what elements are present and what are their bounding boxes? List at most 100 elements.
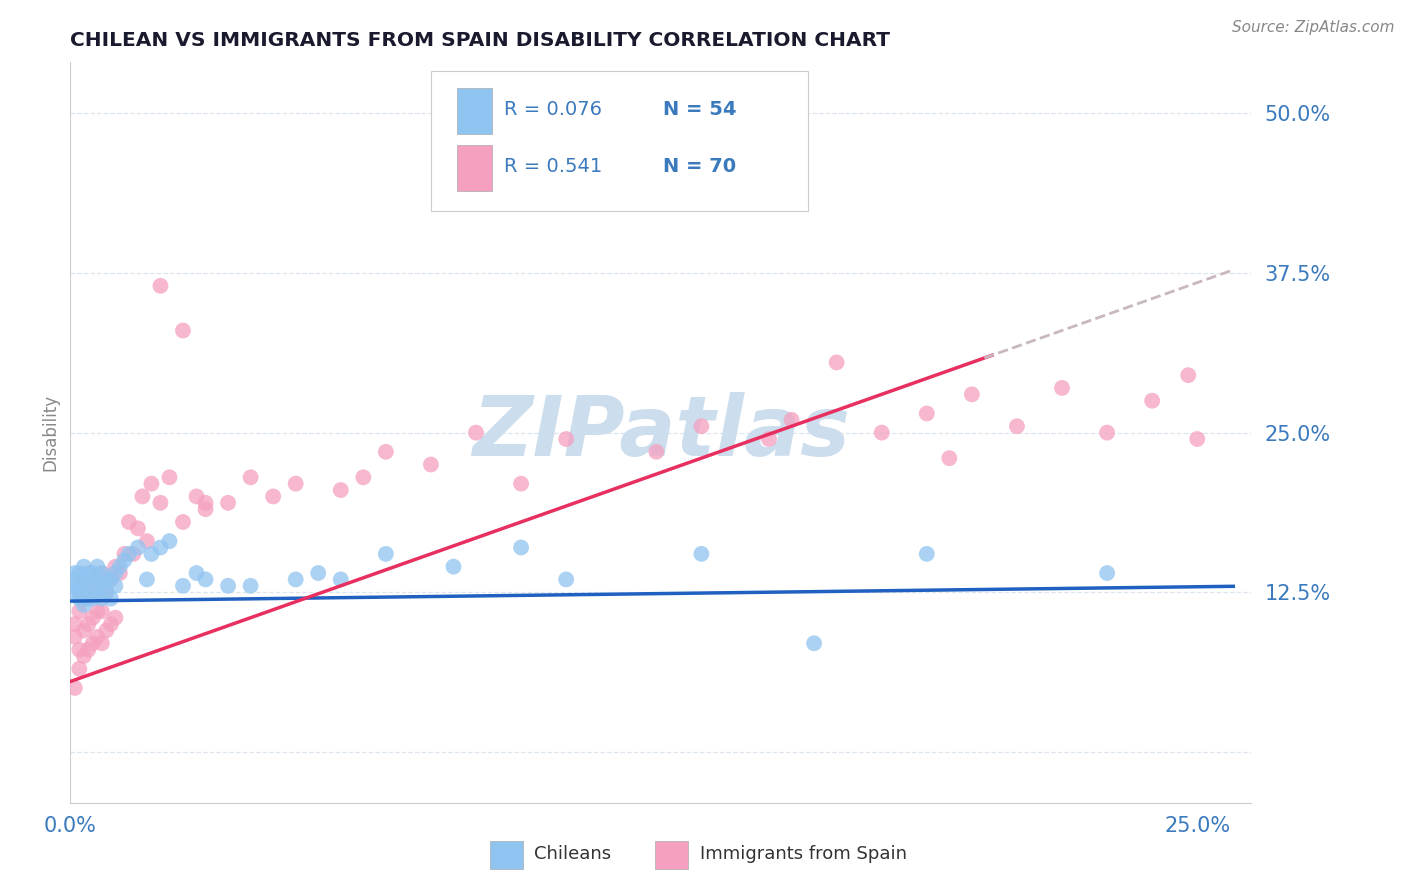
Text: Chileans: Chileans	[534, 845, 612, 863]
Point	[67, 591, 90, 606]
Point	[63, 566, 86, 580]
Point	[127, 521, 149, 535]
Point	[262, 490, 284, 504]
Point	[690, 547, 713, 561]
Point	[86, 585, 108, 599]
Point	[73, 585, 96, 599]
Point	[100, 591, 122, 606]
Point	[870, 425, 893, 440]
Point	[127, 541, 149, 555]
Point	[96, 585, 118, 599]
Point	[172, 515, 194, 529]
Point	[108, 566, 131, 580]
Point	[141, 476, 163, 491]
Point	[149, 278, 172, 293]
Text: R = 0.076: R = 0.076	[503, 100, 602, 119]
Point	[217, 579, 239, 593]
Point	[63, 573, 86, 587]
Point	[307, 566, 329, 580]
Point	[77, 642, 100, 657]
Point	[100, 573, 122, 587]
Point	[217, 496, 239, 510]
Point	[141, 547, 163, 561]
Text: CHILEAN VS IMMIGRANTS FROM SPAIN DISABILITY CORRELATION CHART: CHILEAN VS IMMIGRANTS FROM SPAIN DISABIL…	[70, 30, 890, 50]
Point	[63, 630, 86, 644]
Point	[1095, 566, 1118, 580]
Point	[73, 598, 96, 612]
Point	[555, 432, 578, 446]
Point	[1187, 432, 1209, 446]
Point	[86, 573, 108, 587]
Point	[96, 624, 118, 638]
Point	[803, 636, 825, 650]
Point	[915, 547, 938, 561]
Point	[96, 573, 118, 587]
Point	[122, 547, 145, 561]
Point	[510, 476, 533, 491]
Point	[510, 541, 533, 555]
Y-axis label: Disability: Disability	[41, 394, 59, 471]
Point	[77, 579, 100, 593]
Point	[690, 419, 713, 434]
Point	[73, 648, 96, 663]
Text: Source: ZipAtlas.com: Source: ZipAtlas.com	[1232, 20, 1395, 35]
Point	[329, 483, 352, 497]
Point	[239, 579, 262, 593]
Point	[108, 559, 131, 574]
Point	[136, 534, 159, 549]
Point	[239, 470, 262, 484]
Point	[77, 566, 100, 580]
Point	[194, 502, 217, 516]
Point	[82, 636, 104, 650]
Point	[67, 604, 90, 618]
Point	[938, 451, 960, 466]
Point	[63, 617, 86, 632]
Point	[67, 579, 90, 593]
Point	[90, 591, 112, 606]
Point	[1050, 381, 1073, 395]
Point	[352, 470, 374, 484]
Point	[63, 585, 86, 599]
Point	[112, 547, 135, 561]
Point	[104, 559, 127, 574]
Point	[73, 573, 96, 587]
Point	[82, 566, 104, 580]
Point	[149, 541, 172, 555]
Point	[90, 636, 112, 650]
Point	[104, 566, 127, 580]
Point	[645, 444, 668, 458]
Point	[780, 413, 803, 427]
Point	[73, 591, 96, 606]
Point	[1177, 368, 1199, 383]
Point	[915, 407, 938, 421]
Point	[329, 573, 352, 587]
Point	[63, 681, 86, 695]
Point	[82, 585, 104, 599]
Point	[100, 573, 122, 587]
Point	[1095, 425, 1118, 440]
Point	[96, 585, 118, 599]
Text: R = 0.541: R = 0.541	[503, 157, 602, 176]
Point	[77, 617, 100, 632]
Point	[186, 490, 208, 504]
Point	[86, 573, 108, 587]
Point	[149, 496, 172, 510]
Point	[77, 579, 100, 593]
Point	[104, 579, 127, 593]
Point	[112, 553, 135, 567]
Point	[67, 585, 90, 599]
Point	[90, 604, 112, 618]
FancyBboxPatch shape	[457, 145, 492, 191]
Point	[419, 458, 441, 472]
Point	[90, 566, 112, 580]
Point	[86, 559, 108, 574]
Text: ZIPatlas: ZIPatlas	[472, 392, 849, 473]
Point	[284, 573, 307, 587]
Point	[63, 579, 86, 593]
Point	[67, 566, 90, 580]
Point	[136, 573, 159, 587]
Text: N = 70: N = 70	[664, 157, 737, 176]
Point	[90, 566, 112, 580]
Point	[172, 324, 194, 338]
FancyBboxPatch shape	[457, 88, 492, 135]
